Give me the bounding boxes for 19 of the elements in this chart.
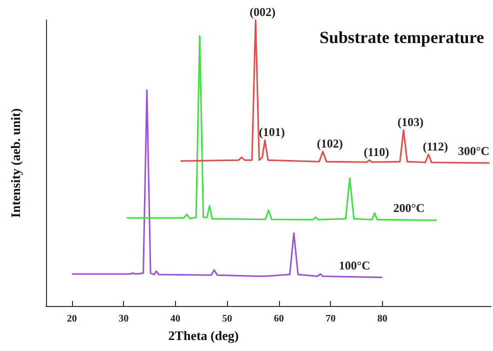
x-axis-title: 2Theta (deg) (168, 328, 239, 343)
annotation: (112) (422, 139, 448, 154)
x-tick-label: 50 (222, 314, 232, 324)
x-tick-label: 60 (274, 314, 284, 324)
annotation: (103) (398, 115, 424, 130)
text: Substrate temperature (320, 28, 484, 47)
series-label: 100°C (338, 258, 370, 272)
annotation: (002) (250, 5, 276, 19)
x-tick-label: 30 (118, 314, 129, 324)
annotation: (101) (258, 125, 285, 140)
x-tick-label: 70 (326, 314, 336, 324)
annotation: (102) (316, 136, 343, 151)
annotation: (110) (364, 145, 390, 160)
series-label: 300°C (458, 144, 490, 158)
x-tick-label: 20 (66, 314, 77, 324)
series-label: 200°C (393, 201, 425, 216)
x-tick-label: 80 (377, 314, 388, 324)
x-tick-label: 40 (170, 314, 180, 324)
y-axis-title: Intensity (aeb. unit) (8, 108, 23, 218)
